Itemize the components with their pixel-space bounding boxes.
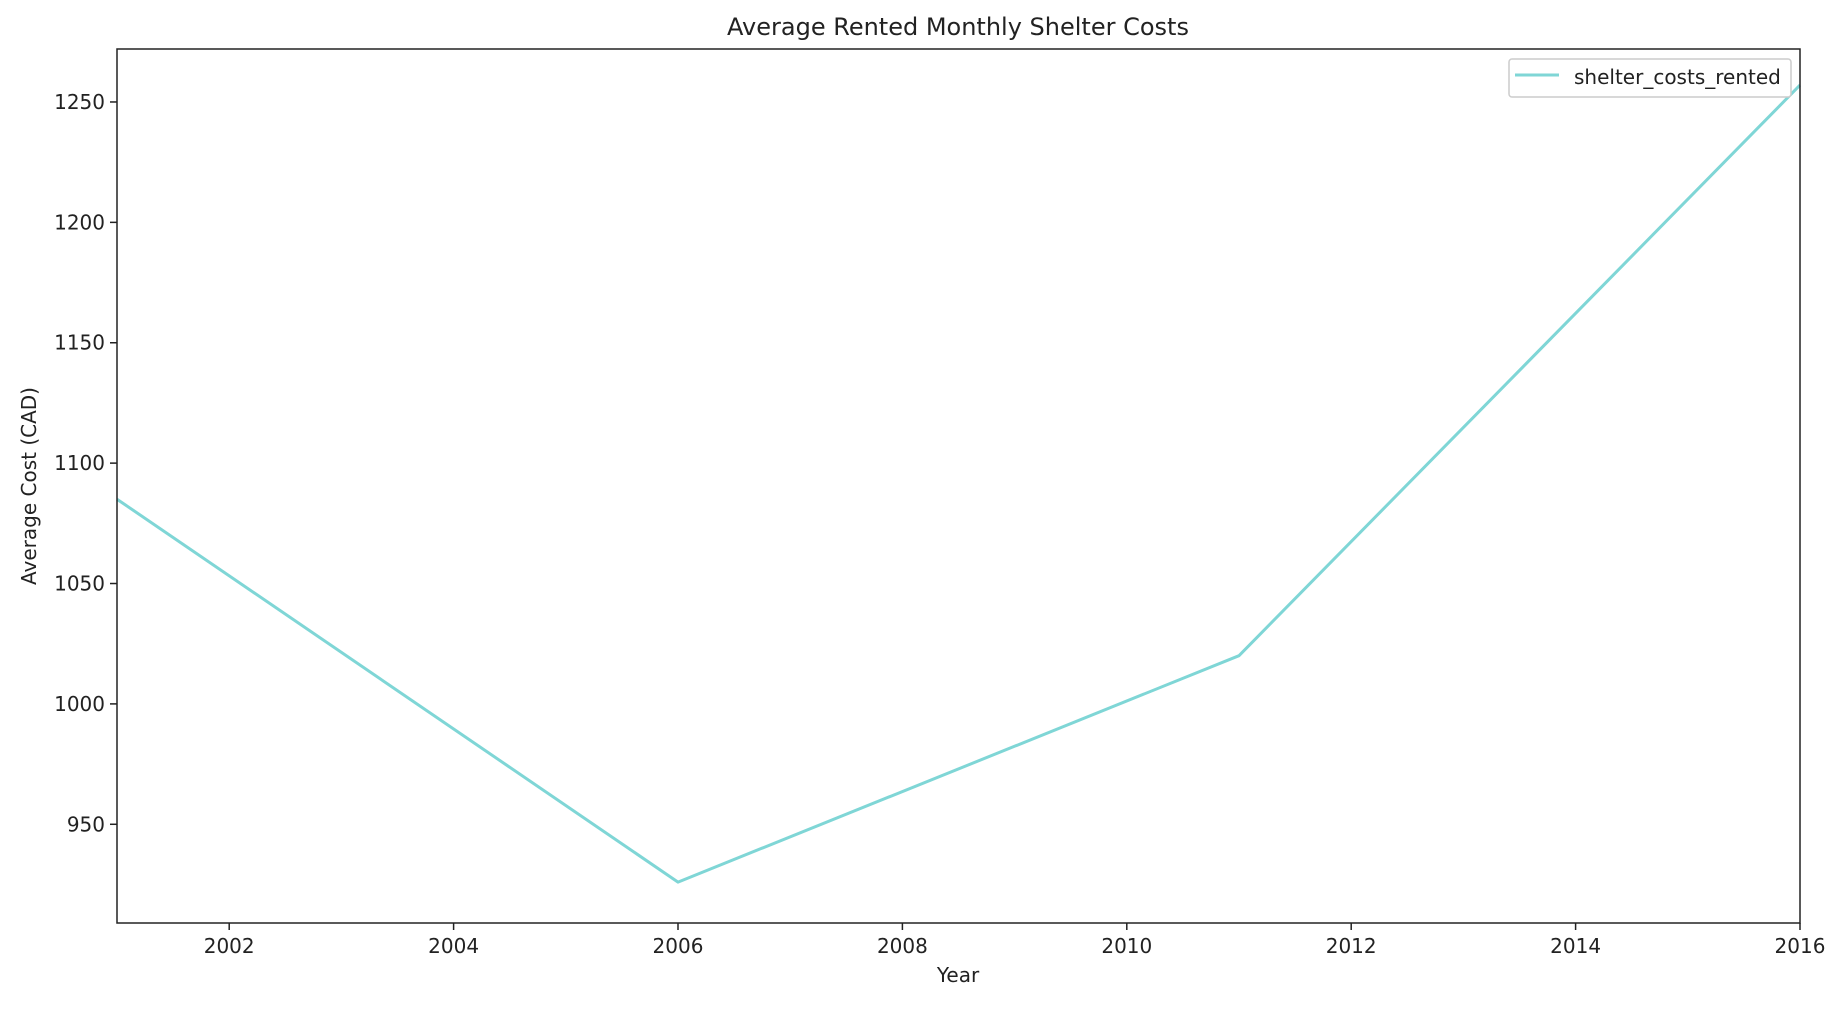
x-tick-label: 2002 — [204, 934, 255, 958]
y-tick-label: 950 — [67, 812, 105, 836]
legend: shelter_costs_rented — [1508, 58, 1792, 98]
x-tick-label: 2008 — [877, 934, 928, 958]
x-tick-label: 2010 — [1101, 934, 1152, 958]
series-layer — [116, 84, 1802, 884]
y-tick-label: 1200 — [54, 210, 105, 234]
x-tick-label: 2014 — [1550, 934, 1601, 958]
x-axis-ticks: 2002 2004 2006 2008 2010 2012 2014 2016 — [204, 923, 1826, 958]
y-tick-label: 1100 — [54, 451, 105, 475]
legend-box — [1508, 58, 1792, 98]
legend-label: shelter_costs_rented — [1574, 65, 1781, 89]
y-tick-label: 1150 — [54, 331, 105, 355]
chart-title: Average Rented Monthly Shelter Costs — [727, 13, 1189, 41]
y-axis-ticks: 950 1000 1050 1100 1150 1200 1250 — [54, 90, 117, 836]
x-tick-label: 2012 — [1326, 934, 1377, 958]
x-tick-label: 2004 — [428, 934, 479, 958]
x-tick-label: 2006 — [653, 934, 704, 958]
y-axis-label: Average Cost (CAD) — [17, 387, 41, 585]
y-tick-label: 1250 — [54, 90, 105, 114]
y-tick-label: 1000 — [54, 692, 105, 716]
plot-area-frame — [116, 48, 1801, 924]
x-tick-label: 2016 — [1775, 934, 1826, 958]
x-axis-label: Year — [936, 963, 980, 987]
series-line-shelter_costs_rented — [116, 84, 1802, 884]
y-tick-label: 1050 — [54, 572, 105, 596]
